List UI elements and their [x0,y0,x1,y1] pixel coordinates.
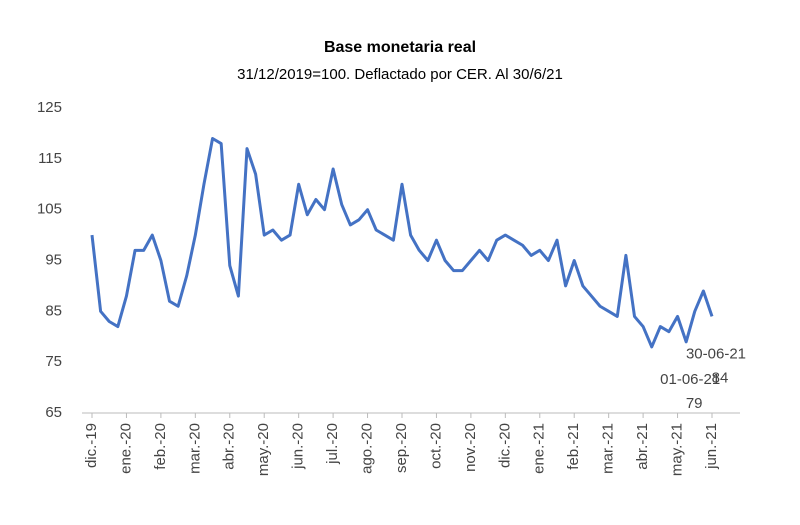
y-tick-label: 75 [45,353,62,370]
x-tick-label: ago.-20 [359,423,376,474]
x-tick-label: sep.-20 [393,423,410,473]
x-tick-label: abr.-21 [634,423,651,470]
x-tick-label: may.-20 [255,423,272,476]
x-tick-label: dic.-20 [496,423,513,468]
annotation: 01-06-21 [660,371,720,388]
data-label: 84 [712,369,729,386]
x-tick-label: jun.-20 [290,423,307,470]
y-tick-label: 105 [37,201,62,218]
x-tick-label: feb.-20 [152,423,169,470]
x-tick-label: ene.-20 [117,423,134,474]
x-tick-label: ene.-21 [531,423,548,474]
x-tick-label: jun.-21 [703,423,720,470]
y-tick-label: 85 [45,302,62,319]
y-tick-label: 95 [45,251,62,268]
x-tick-label: jul.-20 [324,423,341,465]
y-tick-label: 115 [38,150,62,167]
chart-subtitle: 31/12/2019=100. Deflactado por CER. Al 3… [237,66,563,83]
data-label: 79 [686,395,703,412]
x-tick-label: feb.-21 [565,423,582,470]
x-tick-label: mar.-21 [600,423,617,474]
x-tick-label: mar.-20 [186,423,203,474]
x-tick-label: abr.-20 [221,423,238,470]
annotation: 30-06-21 [686,345,746,362]
line [90,137,714,349]
y-tick-label: 125 [37,99,62,116]
x-tick-label: may.-21 [669,423,686,476]
x-tick-label: nov.-20 [462,423,479,472]
chart-title: Base monetaria real [324,39,476,56]
y-tick-label: 65 [45,404,62,421]
x-tick-label: oct.-20 [427,423,444,469]
x-tick-label: dic.-19 [83,423,100,468]
